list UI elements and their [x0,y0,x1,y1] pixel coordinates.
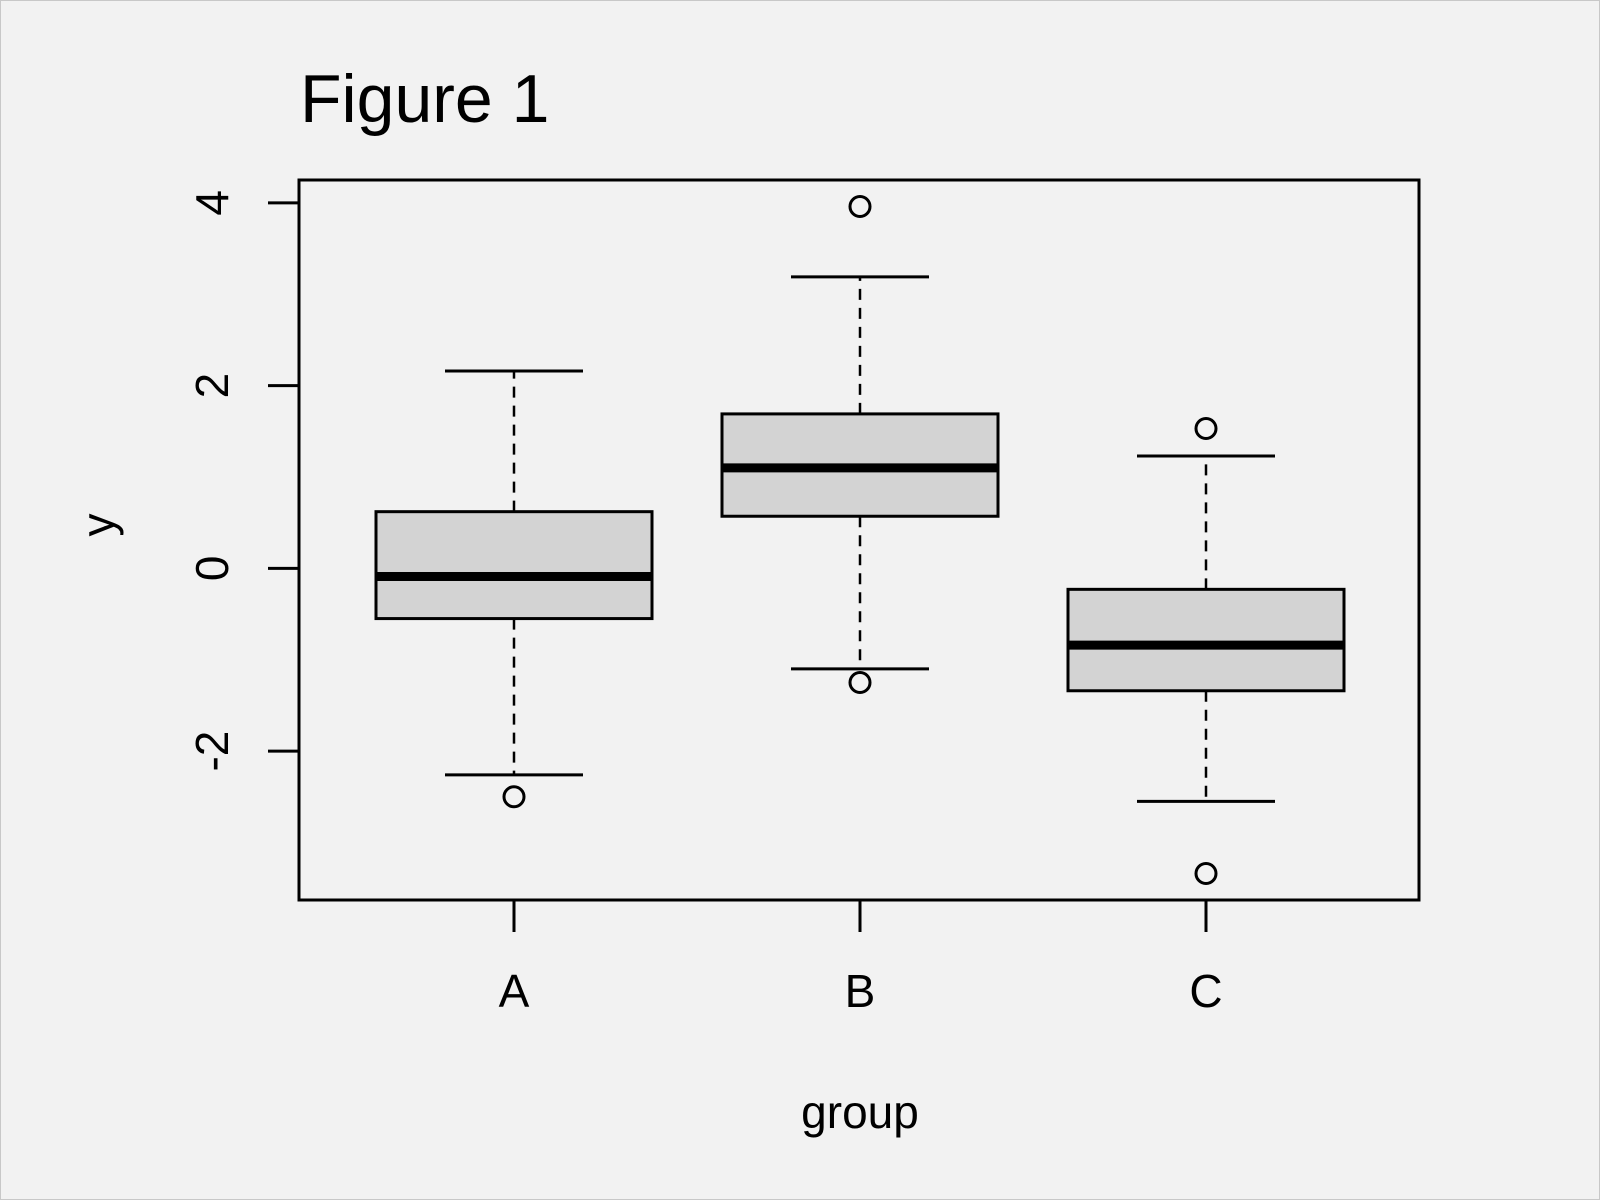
y-tick-label: 2 [186,373,238,399]
y-tick-label: 0 [186,556,238,582]
y-axis-label: y [72,514,124,537]
box-group-a [374,369,654,809]
outlier-point [848,671,872,695]
outlier-point [848,194,872,218]
x-tick-label: C [1189,965,1222,1017]
y-tick-label: 4 [186,190,238,216]
y-tick-label: -2 [186,731,238,772]
chart-title: Figure 1 [300,61,549,137]
y-axis: -2 0 2 4 [186,190,299,772]
box-group-b [720,194,1000,695]
outlier-point [502,785,526,809]
outlier-point [1194,417,1218,441]
x-axis-label: group [801,1086,919,1138]
x-axis: A B C [499,900,1223,1017]
x-tick-label: A [499,965,530,1017]
box [1066,587,1346,693]
outlier-point [1194,862,1218,886]
x-tick-label: B [845,965,876,1017]
box-group-c [1066,417,1346,886]
boxes [374,194,1346,886]
box [374,510,654,621]
